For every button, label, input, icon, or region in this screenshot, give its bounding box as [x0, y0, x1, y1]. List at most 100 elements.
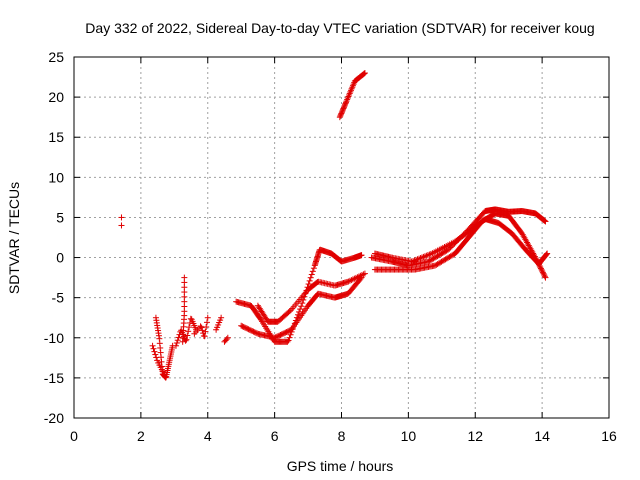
- x-axis-label: GPS time / hours: [287, 458, 394, 474]
- axis-ticks: [73, 56, 610, 419]
- data-point: [414, 256, 421, 263]
- x-tick-label: 10: [401, 428, 417, 444]
- data-point: [223, 336, 230, 343]
- data-point: [538, 266, 545, 273]
- data-point: [153, 354, 160, 361]
- x-tick-label: 8: [338, 428, 346, 444]
- data-point: [413, 256, 420, 263]
- x-tick-label: 4: [204, 428, 212, 444]
- data-point: [224, 334, 231, 341]
- data-point: [198, 324, 205, 331]
- data-point: [285, 337, 292, 344]
- y-tick-label: -20: [44, 410, 64, 426]
- data-point: [284, 338, 291, 345]
- data-point: [183, 336, 190, 343]
- data-point: [415, 255, 422, 262]
- data-point: [537, 264, 544, 271]
- data-point: [175, 334, 182, 341]
- data-point: [161, 370, 168, 377]
- data-point: [424, 252, 431, 259]
- data-point: [299, 300, 306, 307]
- data-point: [173, 340, 180, 347]
- data-point: [541, 217, 548, 224]
- x-tick-label: 6: [271, 428, 279, 444]
- data-point: [421, 253, 428, 260]
- data-point: [361, 70, 368, 77]
- data-point: [518, 230, 525, 237]
- y-tick-label: 5: [56, 209, 64, 225]
- data-point: [218, 314, 225, 321]
- data-marks: [118, 70, 551, 381]
- x-tick-label: 0: [70, 428, 78, 444]
- data-point: [361, 70, 368, 77]
- data-point: [151, 348, 158, 355]
- x-tick-label: 16: [601, 428, 617, 444]
- data-point: [541, 217, 548, 224]
- data-point: [172, 342, 179, 349]
- data-point: [305, 281, 312, 288]
- data-point: [309, 268, 316, 275]
- data-point: [182, 337, 189, 344]
- data-point: [542, 218, 549, 225]
- data-point: [310, 265, 317, 272]
- data-point: [343, 99, 350, 106]
- data-point: [541, 272, 548, 279]
- data-point: [537, 265, 544, 272]
- y-tick-label: -15: [44, 370, 64, 386]
- y-axis-label: SDTVAR / TECUs: [6, 182, 22, 294]
- data-point: [361, 270, 368, 277]
- data-point: [286, 308, 293, 315]
- data-point: [203, 319, 210, 326]
- x-tick-label: 12: [467, 428, 483, 444]
- x-tick-label: 2: [137, 428, 145, 444]
- data-point: [202, 328, 209, 335]
- data-point: [204, 314, 211, 321]
- data-point: [150, 345, 157, 352]
- data-point: [179, 338, 186, 345]
- data-point: [154, 357, 161, 364]
- data-point: [358, 252, 365, 259]
- data-point: [297, 306, 304, 313]
- data-point: [118, 214, 125, 221]
- x-tick-labels: 0 2 4 6 8 10 12 14 16: [70, 428, 617, 444]
- x-tick-label: 14: [534, 428, 550, 444]
- grid: [74, 57, 609, 418]
- data-point: [541, 273, 548, 280]
- data-point: [149, 342, 156, 349]
- data-point: [426, 251, 433, 258]
- data-point: [186, 324, 193, 331]
- y-tick-labels: -20 -15 -10 -5 0 5 10 15 20 25: [44, 49, 64, 426]
- data-point: [423, 252, 430, 259]
- y-tick-label: -5: [52, 290, 65, 306]
- data-point: [174, 337, 181, 344]
- data-point: [152, 351, 159, 358]
- data-point: [418, 254, 425, 261]
- data-point: [118, 222, 125, 229]
- y-tick-label: -10: [44, 330, 64, 346]
- data-point: [411, 257, 418, 264]
- y-tick-label: 10: [48, 169, 64, 185]
- data-point: [543, 251, 550, 258]
- data-point: [540, 270, 547, 277]
- data-point: [185, 328, 192, 335]
- data-point: [203, 323, 210, 330]
- data-point: [542, 274, 549, 281]
- data-point: [308, 271, 315, 278]
- data-point: [201, 333, 208, 340]
- data-point: [306, 277, 313, 284]
- data-point: [539, 268, 546, 275]
- data-point: [286, 334, 293, 341]
- data-point: [417, 255, 424, 262]
- data-point: [197, 323, 204, 330]
- y-tick-label: 20: [48, 89, 64, 105]
- data-point: [184, 332, 191, 339]
- data-point: [544, 250, 551, 257]
- data-point: [410, 258, 417, 265]
- data-point: [420, 253, 427, 260]
- data-point: [298, 303, 305, 310]
- data-point: [307, 274, 314, 281]
- data-point: [539, 269, 546, 276]
- data-point: [408, 258, 415, 265]
